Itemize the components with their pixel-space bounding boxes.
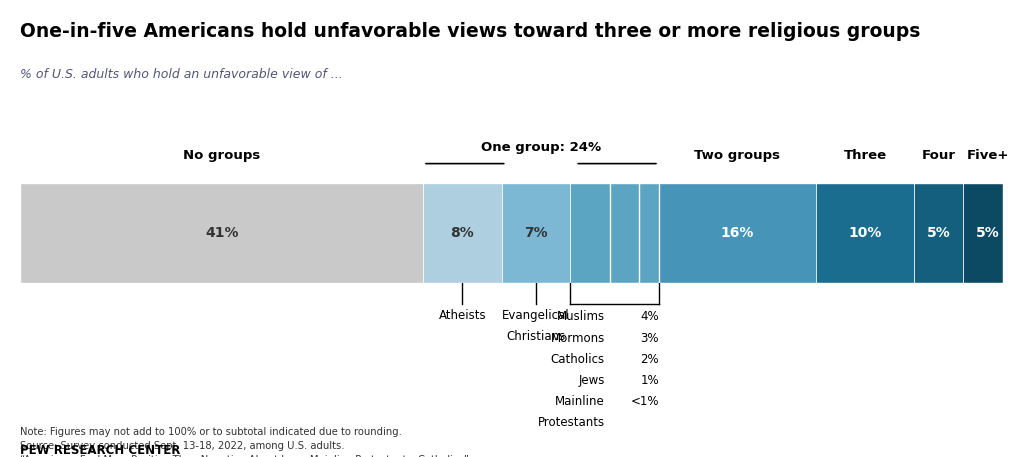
Text: 7%: 7% xyxy=(524,226,548,240)
Text: 1%: 1% xyxy=(640,374,659,387)
FancyBboxPatch shape xyxy=(20,183,424,283)
Text: 5%: 5% xyxy=(976,226,999,240)
Text: 4%: 4% xyxy=(640,310,659,324)
Text: One-in-five Americans hold unfavorable views toward three or more religious grou: One-in-five Americans hold unfavorable v… xyxy=(20,21,921,41)
Text: 3%: 3% xyxy=(640,332,659,345)
FancyBboxPatch shape xyxy=(659,183,816,283)
Text: Jews: Jews xyxy=(578,374,605,387)
Text: Muslims: Muslims xyxy=(557,310,605,324)
Text: One group: 24%: One group: 24% xyxy=(481,141,602,154)
Text: 16%: 16% xyxy=(720,226,754,240)
Text: Mormons: Mormons xyxy=(550,332,605,345)
Text: % of U.S. adults who hold an unfavorable view of ...: % of U.S. adults who hold an unfavorable… xyxy=(20,69,343,81)
Text: 41%: 41% xyxy=(205,226,238,240)
FancyBboxPatch shape xyxy=(501,183,571,283)
Text: Four: Four xyxy=(922,149,955,162)
FancyBboxPatch shape xyxy=(915,183,964,283)
Text: Five+: Five+ xyxy=(967,149,1009,162)
FancyBboxPatch shape xyxy=(964,183,1013,283)
Text: No groups: No groups xyxy=(183,149,261,162)
Text: Three: Three xyxy=(844,149,887,162)
FancyBboxPatch shape xyxy=(424,183,501,283)
FancyBboxPatch shape xyxy=(816,183,915,283)
Text: Catholics: Catholics xyxy=(550,353,605,366)
Text: Christians: Christians xyxy=(506,330,566,343)
Text: Atheists: Atheists xyxy=(439,309,486,322)
Text: Mainline: Mainline xyxy=(555,395,605,408)
FancyBboxPatch shape xyxy=(571,183,659,283)
Text: PEW RESEARCH CENTER: PEW RESEARCH CENTER xyxy=(20,444,181,457)
Text: 5%: 5% xyxy=(927,226,950,240)
Text: Evangelical: Evangelical xyxy=(502,309,570,322)
Text: 10%: 10% xyxy=(848,226,882,240)
Text: Note: Figures may not add to 100% or to subtotal indicated due to rounding.
Sour: Note: Figures may not add to 100% or to … xyxy=(20,427,470,457)
Text: <1%: <1% xyxy=(630,395,659,408)
Text: Protestants: Protestants xyxy=(538,416,605,429)
Text: 2%: 2% xyxy=(640,353,659,366)
Text: Two groups: Two groups xyxy=(695,149,781,162)
Text: 8%: 8% xyxy=(450,226,475,240)
